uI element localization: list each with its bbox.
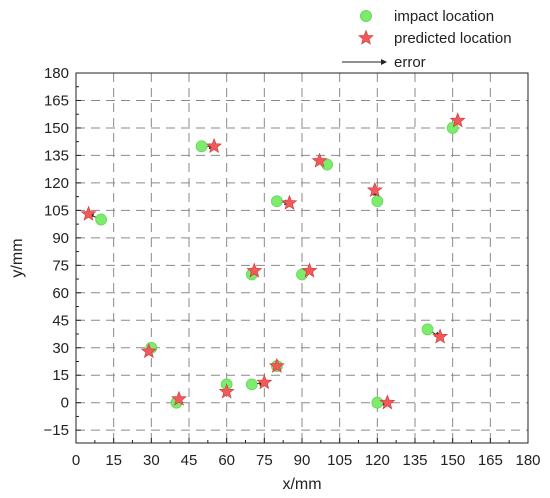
y-tick-label: −15 — [44, 422, 69, 439]
x-tick-label: 105 — [327, 452, 352, 469]
predicted-point — [268, 357, 285, 373]
impact-point — [195, 140, 208, 153]
predicted-point — [366, 181, 383, 197]
x-tick-label: 15 — [105, 452, 122, 469]
predicted-point — [281, 194, 298, 210]
predicted-point — [432, 328, 449, 344]
y-tick-label: 75 — [52, 257, 69, 274]
y-tick-label: 45 — [52, 312, 69, 329]
y-tick-label: 105 — [44, 202, 69, 219]
y-tick-label: 165 — [44, 92, 69, 109]
predicted-point — [311, 152, 328, 168]
error-arrows — [87, 119, 459, 406]
legend-impact-marker — [360, 10, 372, 22]
x-tick-label: 0 — [72, 452, 80, 469]
predicted-point — [206, 137, 223, 154]
legend-predicted-marker — [358, 29, 374, 45]
legend-impact-label: impact location — [394, 8, 494, 25]
y-tick-label: 0 — [61, 395, 69, 412]
y-tick-label: 135 — [44, 147, 69, 164]
impact-point — [270, 195, 283, 208]
predicted-point — [379, 394, 396, 410]
x-tick-label: 165 — [478, 452, 503, 469]
impact-point — [245, 378, 258, 391]
x-tick-labels: 0 15 30 45 60 75 90 105 120 135 150 165 180 — [72, 452, 541, 469]
x-tick-label: 135 — [402, 452, 427, 469]
grid — [76, 73, 528, 443]
predicted-point — [80, 205, 97, 221]
predicted-point — [301, 262, 318, 278]
predicted-point — [171, 390, 187, 406]
x-tick-label: 45 — [181, 452, 198, 469]
y-tick-label: 30 — [52, 340, 69, 357]
impact-point — [95, 213, 108, 226]
predicted-point — [140, 343, 157, 359]
x-axis-label: x/mm — [282, 476, 321, 493]
impact-point — [371, 195, 384, 208]
legend: impact location predicted location error — [342, 8, 512, 71]
y-tick-label: 120 — [44, 175, 69, 192]
x-tick-label: 30 — [143, 452, 160, 469]
x-tick-label: 150 — [440, 452, 465, 469]
x-tick-label: 60 — [218, 452, 235, 469]
x-tick-label: 120 — [365, 452, 390, 469]
y-tick-label: 60 — [52, 285, 69, 302]
x-tick-label: 75 — [256, 452, 273, 469]
y-tick-label: 180 — [44, 65, 69, 82]
x-tick-label: 90 — [294, 452, 311, 469]
predicted-point — [449, 112, 466, 128]
predicted-point — [256, 374, 273, 390]
legend-error-label: error — [394, 54, 426, 71]
y-tick-label: 150 — [44, 120, 69, 137]
y-tick-label: 90 — [52, 230, 69, 247]
legend-predicted-label: predicted location — [394, 30, 512, 47]
axis-ticks — [75, 72, 529, 443]
y-axis-label: y/mm — [9, 238, 26, 277]
impact-point — [371, 396, 384, 409]
predicted-point — [218, 383, 235, 399]
predicted-point — [246, 262, 263, 278]
x-tick-label: 180 — [515, 452, 540, 469]
impact-point — [421, 323, 434, 336]
y-tick-label: 15 — [52, 367, 69, 384]
predicted-points — [80, 112, 466, 410]
y-tick-labels: −15 0 15 30 45 60 75 90 105 120 135 150 165 180 — [44, 65, 69, 439]
